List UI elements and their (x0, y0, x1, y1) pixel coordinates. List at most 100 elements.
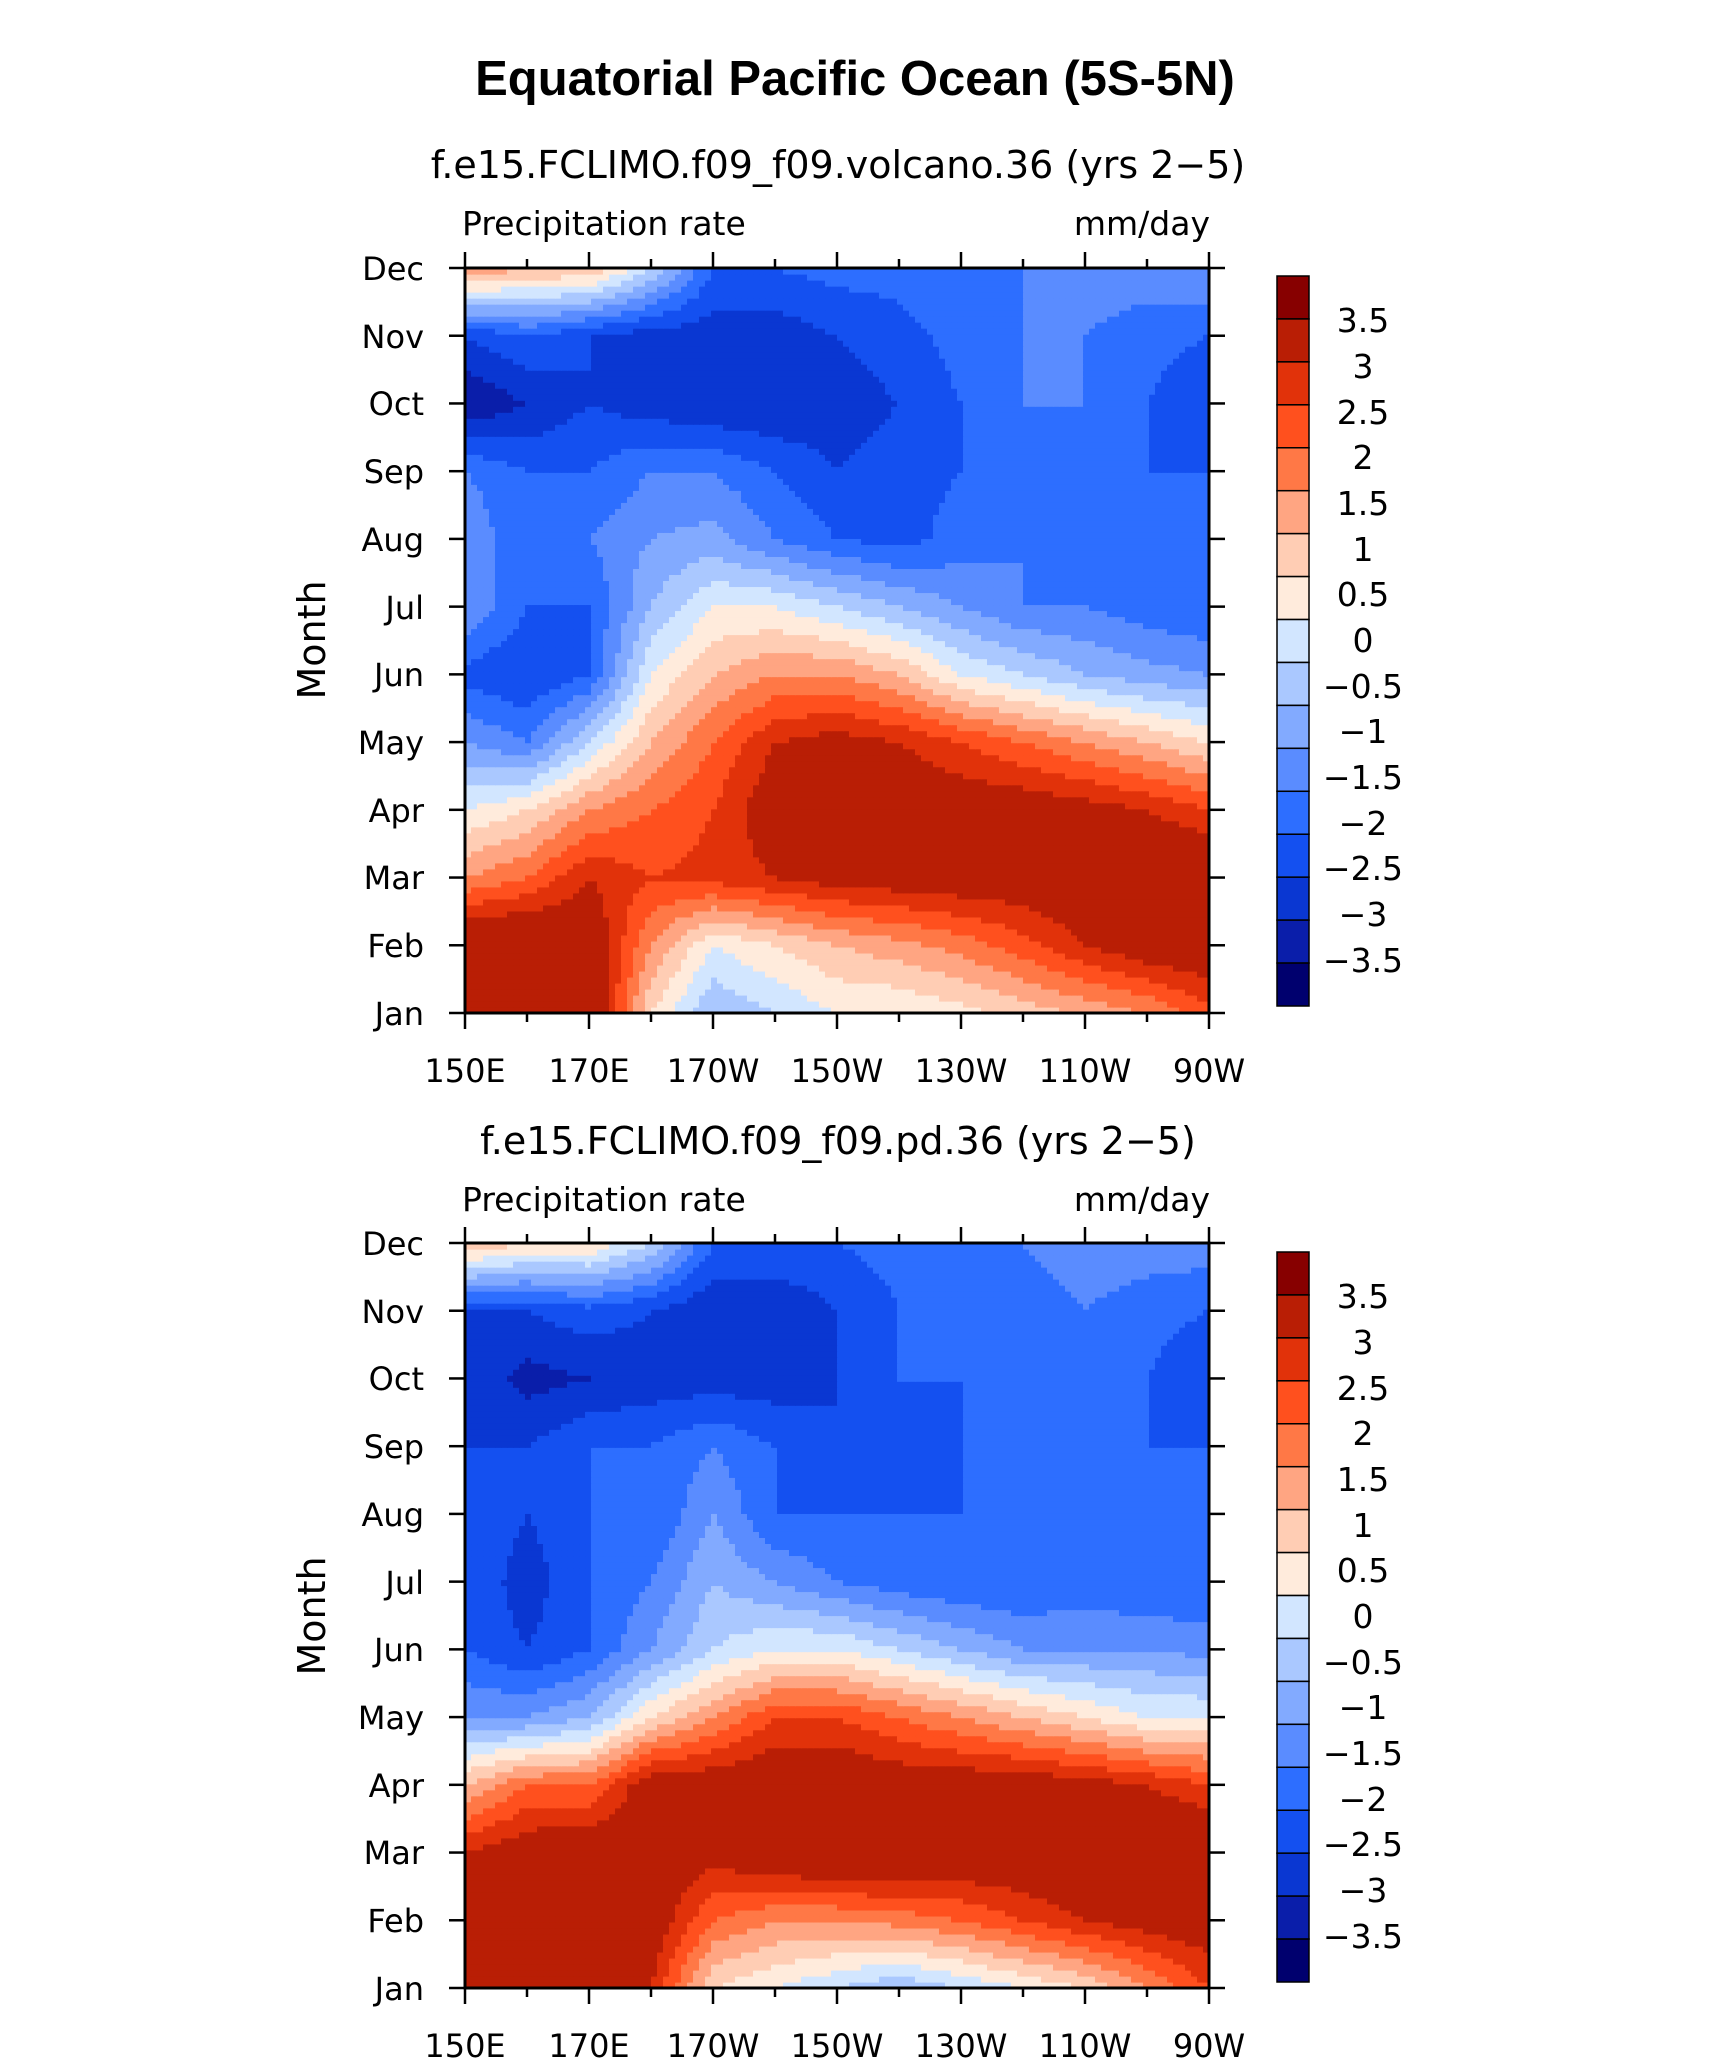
heatmap-cell (555, 989, 562, 996)
heatmap-cell (669, 995, 676, 1002)
heatmap-cell (951, 941, 958, 948)
heatmap-cell (843, 785, 850, 792)
heatmap-cell (681, 899, 688, 906)
heatmap-cell (549, 1001, 556, 1008)
heatmap-cell (567, 965, 574, 972)
heatmap-cell (591, 965, 598, 972)
heatmap-cell (591, 857, 598, 864)
heatmap-cell (831, 995, 838, 1002)
heatmap-cell (795, 899, 802, 906)
heatmap-cell (495, 971, 502, 978)
heatmap-cell (765, 989, 772, 996)
heatmap-cell (591, 785, 598, 792)
heatmap-cell (573, 881, 580, 888)
heatmap-cell (1131, 785, 1138, 792)
heatmap-cell (645, 965, 652, 972)
heatmap-cell (663, 791, 670, 798)
heatmap-cell (567, 899, 574, 906)
heatmap-cell (555, 785, 562, 792)
heatmap-cell (1167, 929, 1174, 936)
heatmap-cell (939, 995, 946, 1002)
heatmap-cell (663, 935, 670, 942)
heatmap-cell (837, 935, 844, 942)
heatmap-cell (957, 929, 964, 936)
heatmap-cell (1071, 863, 1078, 870)
heatmap-cell (927, 893, 934, 900)
heatmap-cell (1005, 929, 1012, 936)
heatmap-cell (825, 785, 832, 792)
heatmap-cell (729, 803, 736, 810)
heatmap-cell (909, 827, 916, 834)
heatmap-cell (891, 875, 898, 882)
heatmap-cell (507, 833, 514, 840)
heatmap-cell (1107, 851, 1114, 858)
heatmap-cell (993, 959, 1000, 966)
heatmap-cell (825, 839, 832, 846)
heatmap-cell (627, 965, 634, 972)
heatmap-cell (1023, 899, 1030, 906)
heatmap-cell (633, 863, 640, 870)
heatmap-cell (507, 941, 514, 948)
heatmap-cell (585, 929, 592, 936)
heatmap-cell (801, 869, 808, 876)
heatmap-cell (957, 935, 964, 942)
heatmap-cell (951, 797, 958, 804)
heatmap-cell (915, 881, 922, 888)
heatmap-cell (531, 887, 538, 894)
heatmap-cell (597, 905, 604, 912)
heatmap-cell (1065, 839, 1072, 846)
heatmap-cell (963, 917, 970, 924)
heatmap-cell (483, 899, 490, 906)
heatmap-cell (483, 875, 490, 882)
heatmap-cell (525, 821, 532, 828)
heatmap-cell (1101, 935, 1108, 942)
heatmap-cell (543, 995, 550, 1002)
heatmap-cell (1017, 953, 1024, 960)
heatmap-cell (633, 821, 640, 828)
heatmap-cell (657, 815, 664, 822)
heatmap-cell (801, 971, 808, 978)
heatmap-cell (573, 785, 580, 792)
heatmap-cell (549, 809, 556, 816)
heatmap-cell (1149, 803, 1156, 810)
heatmap-cell (789, 923, 796, 930)
heatmap-cell (753, 881, 760, 888)
heatmap-cell (951, 971, 958, 978)
heatmap-cell (639, 905, 646, 912)
heatmap-cell (813, 875, 820, 882)
heatmap-cell (591, 845, 598, 852)
heatmap-cell (483, 833, 490, 840)
heatmap-cell (519, 887, 526, 894)
heatmap-cell (909, 863, 916, 870)
heatmap-cell (513, 869, 520, 876)
heatmap-cell (783, 833, 790, 840)
heatmap-cell (873, 893, 880, 900)
heatmap-cell (693, 851, 700, 858)
heatmap-cell (1143, 815, 1150, 822)
heatmap-cell (1155, 821, 1162, 828)
heatmap-cell (531, 833, 538, 840)
heatmap-cell (1047, 845, 1054, 852)
heatmap-cell (873, 947, 880, 954)
heatmap-cell (993, 947, 1000, 954)
heatmap-cell (897, 839, 904, 846)
heatmap-cell (501, 839, 508, 846)
heatmap-cell (771, 947, 778, 954)
heatmap-cell (471, 929, 478, 936)
heatmap-cell (885, 905, 892, 912)
heatmap-cell (969, 917, 976, 924)
heatmap-cell (1137, 809, 1144, 816)
heatmap-cell (933, 977, 940, 984)
heatmap-cell (1125, 857, 1132, 864)
heatmap-cell (507, 887, 514, 894)
heatmap-cell (921, 995, 928, 1002)
heatmap-cell (903, 785, 910, 792)
heatmap-cell (777, 935, 784, 942)
heatmap-cell (927, 851, 934, 858)
heatmap-cell (1149, 941, 1156, 948)
heatmap-cell (1131, 977, 1138, 984)
heatmap-cell (573, 845, 580, 852)
heatmap-cell (489, 929, 496, 936)
heatmap-cell (597, 863, 604, 870)
heatmap-cell (897, 863, 904, 870)
